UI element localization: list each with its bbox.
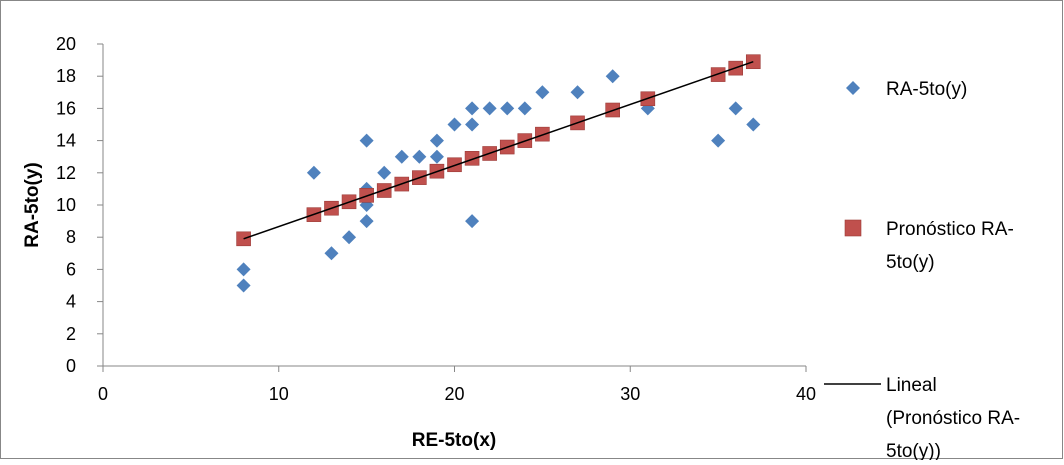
data-point-actual <box>728 101 743 116</box>
data-point-actual <box>465 101 480 116</box>
data-point-actual <box>236 262 251 277</box>
y-axis-title: RA-5to(y) <box>22 162 43 248</box>
data-point-actual <box>570 85 585 100</box>
data-point-actual <box>746 117 761 132</box>
x-tick-label: 10 <box>269 384 289 404</box>
data-point-actual <box>412 149 427 164</box>
data-point-actual <box>500 101 515 116</box>
data-point-actual <box>377 165 392 180</box>
data-point-actual <box>447 117 462 132</box>
legend-label: 5to(y)) <box>886 441 941 460</box>
x-tick-label: 30 <box>620 384 640 404</box>
trendline <box>243 61 754 240</box>
legend-label: Pronóstico RA- <box>886 219 1014 240</box>
data-point-actual <box>711 133 726 148</box>
legend-marker-diamond <box>846 81 860 95</box>
data-point-actual <box>465 117 480 132</box>
plot-area <box>236 54 761 293</box>
y-tick-label: 14 <box>56 131 76 151</box>
legend-label: RA-5to(y) <box>886 79 967 100</box>
y-tick-label: 12 <box>56 163 76 183</box>
data-point-actual <box>429 133 444 148</box>
y-tick-label: 18 <box>56 66 76 86</box>
legend-item: Lineal (Pronóstico RA- 5to(y)) <box>824 375 1020 462</box>
x-axis-title: RE-5to(x) <box>412 430 496 451</box>
y-tick-label: 2 <box>66 324 76 344</box>
y-tick-label: 16 <box>56 98 76 118</box>
data-point-actual <box>324 246 339 261</box>
legend-label: Lineal <box>886 375 937 396</box>
x-tick-label: 40 <box>796 384 816 404</box>
y-tick-label: 4 <box>66 292 76 312</box>
y-tick-label: 0 <box>66 356 76 376</box>
data-point-actual <box>236 278 251 293</box>
y-tick-label: 8 <box>66 227 76 247</box>
data-point-actual <box>535 85 550 100</box>
data-point-actual <box>465 214 480 229</box>
y-tick-label: 20 <box>56 34 76 54</box>
legend-marker-square <box>844 219 862 237</box>
legend-label: 5to(y) <box>886 252 935 273</box>
data-point-forecast <box>464 151 480 166</box>
data-point-actual <box>342 230 357 245</box>
data-point-actual <box>359 133 374 148</box>
legend-item: Pronóstico RA- 5to(y) <box>844 219 1014 273</box>
axes: 0 2 4 6 8 10 12 14 16 18 20 0 10 20 30 40 <box>56 34 816 404</box>
data-point-actual <box>306 165 321 180</box>
legend-item: RA-5to(y) <box>846 79 967 100</box>
data-point-actual <box>482 101 497 116</box>
x-tick-label: 0 <box>98 384 108 404</box>
legend-label: (Pronóstico RA- <box>886 408 1020 429</box>
data-point-actual <box>517 101 532 116</box>
data-point-actual <box>429 149 444 164</box>
data-point-forecast <box>535 126 550 142</box>
y-tick-label: 6 <box>66 259 76 279</box>
data-point-actual <box>359 214 374 229</box>
data-point-actual <box>605 69 620 84</box>
data-point-actual <box>394 149 409 164</box>
legend: RA-5to(y) Pronóstico RA- 5to(y) Lineal (Pron… <box>824 79 1020 462</box>
y-tick-label: 10 <box>56 195 76 215</box>
x-tick-label: 20 <box>444 384 464 404</box>
